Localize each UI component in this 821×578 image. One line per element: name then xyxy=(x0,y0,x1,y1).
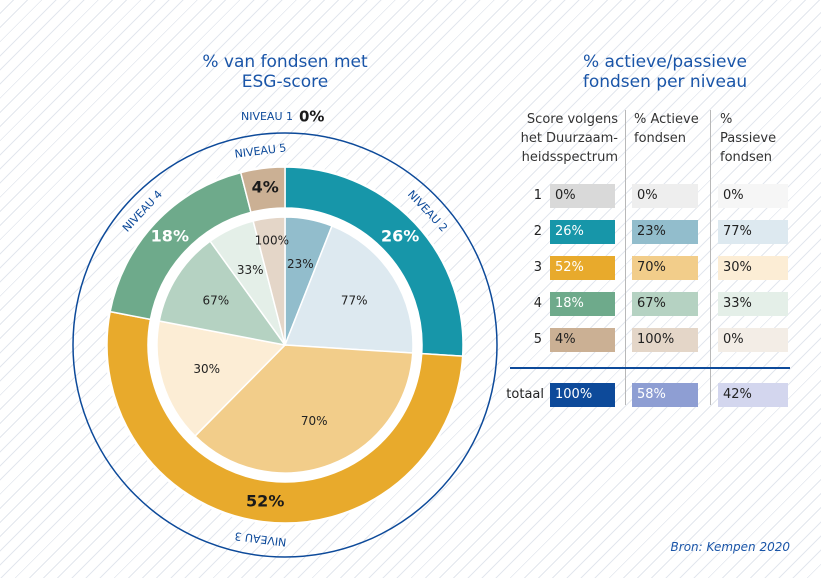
inner-segment xyxy=(158,240,287,347)
outer-segment xyxy=(106,310,464,524)
segment-label: 4% xyxy=(252,178,279,197)
segment-label: 0% xyxy=(299,108,324,126)
segment-label: 52% xyxy=(246,491,284,510)
total-cell: 58% xyxy=(632,383,698,407)
inner-label: 30% xyxy=(193,362,220,376)
segment-name: NIVEAU 5 xyxy=(234,141,287,160)
table-cell: 0% xyxy=(718,184,788,208)
inner-label: 23% xyxy=(287,257,314,271)
table-header: Score volgens het Duurzaam-heidsspectrum xyxy=(520,112,618,165)
table-cell: 33% xyxy=(718,292,788,316)
total-divider xyxy=(510,367,790,369)
column-divider xyxy=(710,110,711,405)
inner-segment xyxy=(283,224,414,354)
inner-segment xyxy=(252,216,286,346)
inner-label: 77% xyxy=(341,294,368,308)
inner-segment xyxy=(193,344,414,474)
table-cell: 4% xyxy=(550,328,615,352)
segment-label: 18% xyxy=(151,226,189,245)
inner-label: 67% xyxy=(203,293,230,307)
row-level: 4 xyxy=(533,296,542,311)
outer-segment xyxy=(239,166,286,214)
row-level: 5 xyxy=(533,332,542,347)
segment-name: NIVEAU 3 xyxy=(234,529,287,548)
table-cell: 70% xyxy=(632,256,698,280)
segment-label: 26% xyxy=(381,226,419,245)
inner-label: 33% xyxy=(237,263,264,277)
row-level: 2 xyxy=(533,224,542,239)
total-cell: 100% xyxy=(550,383,615,407)
total-cell: 42% xyxy=(718,383,788,407)
column-divider xyxy=(625,110,626,405)
outer-ring-line xyxy=(72,132,498,558)
inner-label: 100% xyxy=(255,233,289,247)
table-title: % actieve/passieve fondsen per niveau xyxy=(582,52,748,92)
table-cell: 26% xyxy=(550,220,615,244)
table-cell: 0% xyxy=(550,184,615,208)
table-header: % Actieve fondsen xyxy=(634,112,699,146)
table-cell: 0% xyxy=(632,184,698,208)
table-cell: 0% xyxy=(718,328,788,352)
table-cell: 77% xyxy=(718,220,788,244)
table-cell: 23% xyxy=(632,220,698,244)
inner-label: 70% xyxy=(301,414,328,428)
source: Bron: Kempen 2020 xyxy=(670,540,790,554)
segment-name: NIVEAU 1 xyxy=(241,110,293,123)
total-label: totaal xyxy=(506,387,544,402)
chart-title: % van fondsen met ESG-score xyxy=(202,52,368,92)
row-level: 1 xyxy=(533,188,542,203)
table-cell: 100% xyxy=(632,328,698,352)
table-cell: 52% xyxy=(550,256,615,280)
row-level: 3 xyxy=(533,260,542,275)
table-cell: 67% xyxy=(632,292,698,316)
table-header: % Passieve fondsen xyxy=(720,112,777,165)
table-cell: 18% xyxy=(550,292,615,316)
table-cell: 30% xyxy=(718,256,788,280)
inner-segment xyxy=(156,320,287,438)
